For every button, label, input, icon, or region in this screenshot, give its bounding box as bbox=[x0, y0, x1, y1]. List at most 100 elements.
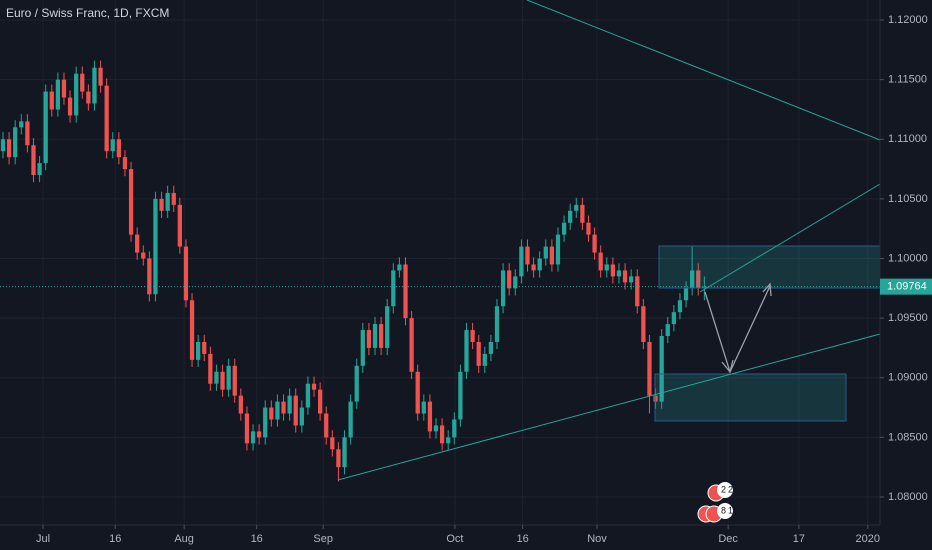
x-tick-label: 17 bbox=[793, 533, 805, 545]
event-badge[interactable] bbox=[717, 503, 733, 519]
candle-body bbox=[574, 204, 579, 211]
chart-title: Euro / Swiss Franc, 1D, FXCM bbox=[6, 6, 169, 20]
candle-body bbox=[671, 312, 676, 325]
candle-body bbox=[61, 79, 67, 98]
event-count: 2 bbox=[721, 484, 726, 494]
candle-body bbox=[43, 91, 48, 164]
candle-body bbox=[543, 246, 548, 259]
candle-body bbox=[385, 306, 390, 348]
candle-body bbox=[439, 425, 445, 444]
candle-body bbox=[13, 127, 18, 158]
candle-body bbox=[342, 437, 347, 468]
candle-body bbox=[299, 407, 304, 426]
y-tick-label: 1.09000 bbox=[888, 372, 928, 384]
candle-body bbox=[19, 121, 24, 128]
candle-body bbox=[110, 139, 115, 152]
last-price-box bbox=[880, 278, 932, 295]
candle-body bbox=[519, 246, 524, 277]
candle-body bbox=[604, 264, 609, 271]
candle-body bbox=[500, 270, 506, 307]
candle-body bbox=[415, 371, 420, 414]
candle-body bbox=[433, 425, 439, 432]
candle-body bbox=[641, 306, 646, 342]
x-tick-label: Sep bbox=[313, 533, 333, 545]
candle-body bbox=[561, 222, 567, 235]
candle-body bbox=[49, 91, 54, 110]
candle-body bbox=[360, 330, 365, 366]
candle-body bbox=[25, 121, 30, 146]
candle-body bbox=[378, 324, 384, 348]
candle-body bbox=[610, 264, 616, 277]
target-zone bbox=[658, 245, 881, 289]
trend-line bbox=[337, 333, 881, 481]
candle-body bbox=[366, 330, 372, 348]
candle-body bbox=[116, 139, 122, 158]
candle-body bbox=[622, 270, 628, 283]
event-badge[interactable] bbox=[717, 482, 733, 498]
candle-body bbox=[104, 85, 109, 152]
candle-body bbox=[513, 276, 518, 289]
y-tick-label: 1.11500 bbox=[888, 74, 927, 86]
x-tick-label: Nov bbox=[587, 533, 607, 545]
x-tick-label: Jul bbox=[36, 533, 50, 545]
y-tick-label: 1.08500 bbox=[888, 431, 928, 443]
x-tick-label: Dec bbox=[718, 533, 738, 545]
candle-body bbox=[629, 276, 634, 283]
candle-body bbox=[580, 204, 585, 223]
candle-body bbox=[586, 222, 591, 235]
candle-body bbox=[269, 407, 274, 420]
candle-body bbox=[372, 324, 378, 348]
candle-body bbox=[196, 341, 201, 360]
candle-body bbox=[568, 210, 573, 223]
candle-body bbox=[305, 383, 311, 408]
candle-body bbox=[403, 264, 408, 319]
x-tick-label: Oct bbox=[446, 533, 463, 545]
candle-body bbox=[635, 276, 640, 307]
candle-body bbox=[135, 234, 140, 253]
candle-body bbox=[592, 234, 597, 253]
candle-body bbox=[324, 413, 329, 438]
candle-body bbox=[0, 139, 6, 152]
candle-body bbox=[494, 306, 500, 342]
candle-body bbox=[165, 192, 170, 211]
candle-body bbox=[244, 413, 250, 444]
drawings bbox=[337, 0, 881, 481]
arrow-head bbox=[721, 359, 734, 374]
candle-body bbox=[397, 264, 402, 271]
candle-body bbox=[427, 401, 433, 432]
event-count: 2 bbox=[728, 484, 733, 494]
candle-body bbox=[177, 204, 182, 247]
candle-body bbox=[665, 324, 670, 337]
candle-body bbox=[488, 341, 494, 354]
y-tick-label: 1.08000 bbox=[888, 491, 928, 503]
candle-body bbox=[37, 163, 42, 176]
candle-body bbox=[549, 246, 555, 265]
candle-body bbox=[696, 270, 701, 289]
candle-body bbox=[525, 246, 530, 265]
trend-line bbox=[699, 183, 881, 293]
y-tick-label: 1.12000 bbox=[888, 14, 928, 26]
x-tick-label: 16 bbox=[516, 533, 528, 545]
candle-body bbox=[183, 246, 189, 301]
candle-body bbox=[452, 419, 457, 438]
candle-body bbox=[330, 437, 335, 450]
x-tick-label: 2020 bbox=[856, 533, 880, 545]
candles bbox=[0, 60, 880, 482]
candle-body bbox=[226, 365, 231, 390]
event-badges: 2 2 8 1 bbox=[697, 482, 733, 523]
candle-body bbox=[702, 286, 707, 289]
event-count: 1 bbox=[728, 505, 733, 515]
last-price-label: 1.09764 bbox=[887, 281, 927, 293]
candle-body bbox=[232, 365, 237, 396]
axes: 1.08000 1.08500 1.09000 1.09500 1.10000 1.105… bbox=[36, 14, 932, 545]
grid bbox=[0, 0, 880, 525]
candle-body bbox=[202, 341, 207, 354]
candle-body bbox=[214, 371, 219, 384]
candle-body bbox=[354, 365, 359, 402]
candle-body bbox=[464, 330, 469, 372]
candle-body bbox=[263, 407, 268, 438]
candle-body bbox=[238, 395, 243, 414]
candle-body bbox=[86, 91, 91, 104]
